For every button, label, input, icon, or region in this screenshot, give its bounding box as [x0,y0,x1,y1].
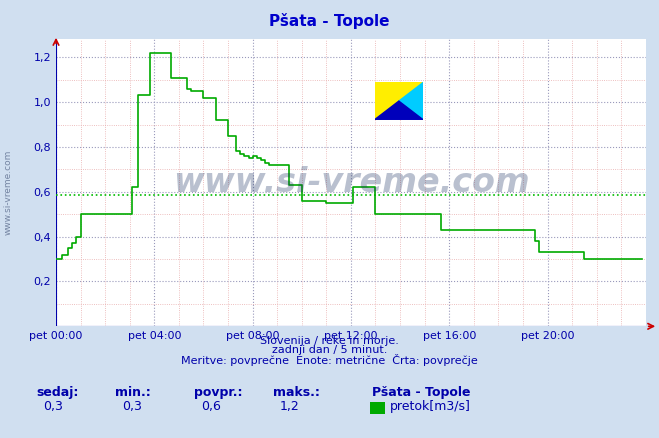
Text: Pšata - Topole: Pšata - Topole [372,385,471,399]
Text: sedaj:: sedaj: [36,385,78,399]
Polygon shape [399,82,423,120]
Text: www.si-vreme.com: www.si-vreme.com [3,150,13,235]
Text: Pšata - Topole: Pšata - Topole [270,13,389,29]
Text: zadnji dan / 5 minut.: zadnji dan / 5 minut. [272,346,387,355]
Text: 0,3: 0,3 [43,400,63,413]
Text: 0,3: 0,3 [122,400,142,413]
Text: pretok[m3/s]: pretok[m3/s] [390,400,471,413]
Text: 0,6: 0,6 [201,400,221,413]
Text: 1,2: 1,2 [280,400,300,413]
Polygon shape [374,101,423,120]
Polygon shape [374,82,423,120]
Text: povpr.:: povpr.: [194,385,243,399]
Text: Slovenija / reke in morje.: Slovenija / reke in morje. [260,336,399,346]
Text: Meritve: povprečne  Enote: metrične  Črta: povprečje: Meritve: povprečne Enote: metrične Črta:… [181,354,478,366]
Text: www.si-vreme.com: www.si-vreme.com [173,166,529,199]
Text: min.:: min.: [115,385,151,399]
Text: maks.:: maks.: [273,385,320,399]
